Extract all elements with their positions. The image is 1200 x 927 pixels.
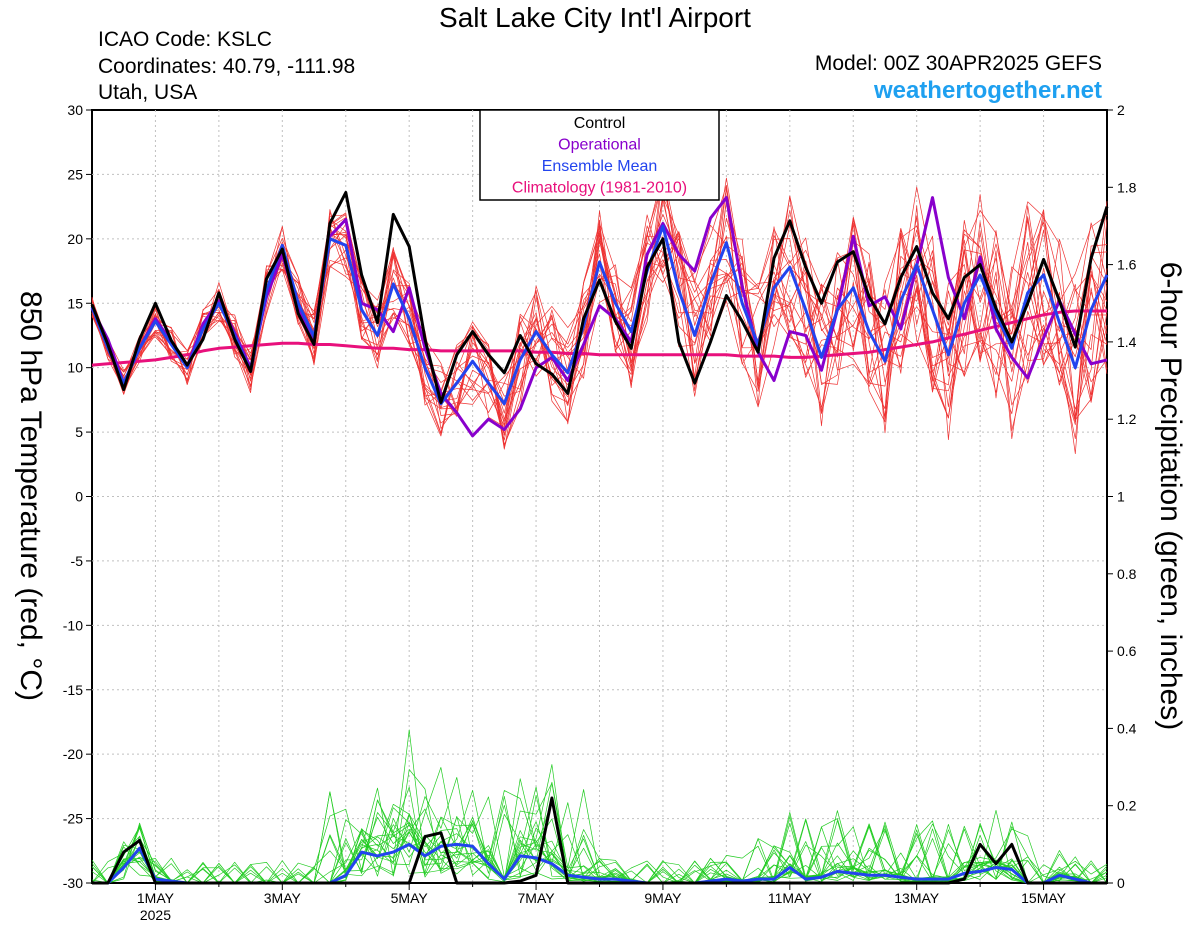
- x-tick-label: 15MAY: [1021, 890, 1067, 906]
- y-right-tick-label: 0.8: [1117, 566, 1137, 582]
- y-right-tick-label: 1.6: [1117, 257, 1137, 273]
- y-left-tick-label: -5: [71, 553, 84, 569]
- y-right-tick-label: 0.2: [1117, 798, 1137, 814]
- y-left-tick-label: 5: [75, 424, 83, 440]
- y-left-tick-label: 25: [67, 166, 83, 182]
- temp-member-line: [91, 230, 1108, 407]
- x-tick-label: 7MAY: [518, 890, 556, 906]
- y-right-tick-label: 1: [1117, 489, 1125, 505]
- y-left-tick-label: -15: [63, 682, 83, 698]
- control-temp-line: [90, 191, 1109, 404]
- x-year-label: 2025: [140, 907, 171, 923]
- x-tick-label: 9MAY: [644, 890, 682, 906]
- x-tick-label: 13MAY: [894, 890, 940, 906]
- legend-box: [479, 109, 720, 201]
- temp-member-line: [91, 213, 1108, 436]
- icao-code: ICAO Code: KSLC: [98, 28, 272, 51]
- x-tick-label: 11MAY: [768, 890, 812, 906]
- legend-item-label: Ensemble Mean: [542, 158, 658, 175]
- y-left-tick-label: -25: [63, 811, 83, 827]
- legend-item-label: Operational: [558, 137, 641, 154]
- y-left-tick-label: 0: [75, 489, 83, 505]
- y-right-tick-label: 1.8: [1117, 179, 1137, 195]
- y-right-tick-label: 0.4: [1117, 720, 1137, 736]
- control-precip-line: [92, 796, 1107, 885]
- legend-item-label: Climatology (1981-2010): [512, 180, 687, 197]
- y-left-tick-label: 10: [67, 360, 83, 376]
- y-left-tick-label: -10: [63, 617, 83, 633]
- y-right-tick-label: 1.2: [1117, 411, 1137, 427]
- y-left-tick-label: 20: [67, 231, 83, 247]
- coordinates: Coordinates: 40.79, -111.98: [98, 55, 356, 78]
- y-left-tick-label: -30: [63, 875, 83, 891]
- y-left-tick-label: 15: [67, 295, 83, 311]
- x-tick-label: 5MAY: [391, 890, 429, 906]
- y-right-tick-label: 0: [1117, 875, 1125, 891]
- precip-member-line: [91, 729, 1107, 884]
- y-left-tick-label: 30: [67, 102, 83, 118]
- y-right-tick-label: 2: [1117, 102, 1125, 118]
- y-left-tick-label: -20: [63, 746, 83, 762]
- climatology-temp-line: [91, 309, 1107, 367]
- legend-item-label: Control: [574, 115, 626, 132]
- chart-title: Salt Lake City Int'l Airport: [439, 2, 751, 33]
- site-link[interactable]: weathertogether.net: [873, 77, 1102, 104]
- y-right-tick-label: 1.4: [1117, 334, 1137, 350]
- y-right-tick-label: 0.6: [1117, 643, 1137, 659]
- x-tick-label: 1MAY: [137, 890, 175, 906]
- x-tick-label: 3MAY: [264, 890, 302, 906]
- model-run: Model: 00Z 30APR2025 GEFS: [814, 52, 1102, 75]
- region: Utah, USA: [98, 81, 198, 104]
